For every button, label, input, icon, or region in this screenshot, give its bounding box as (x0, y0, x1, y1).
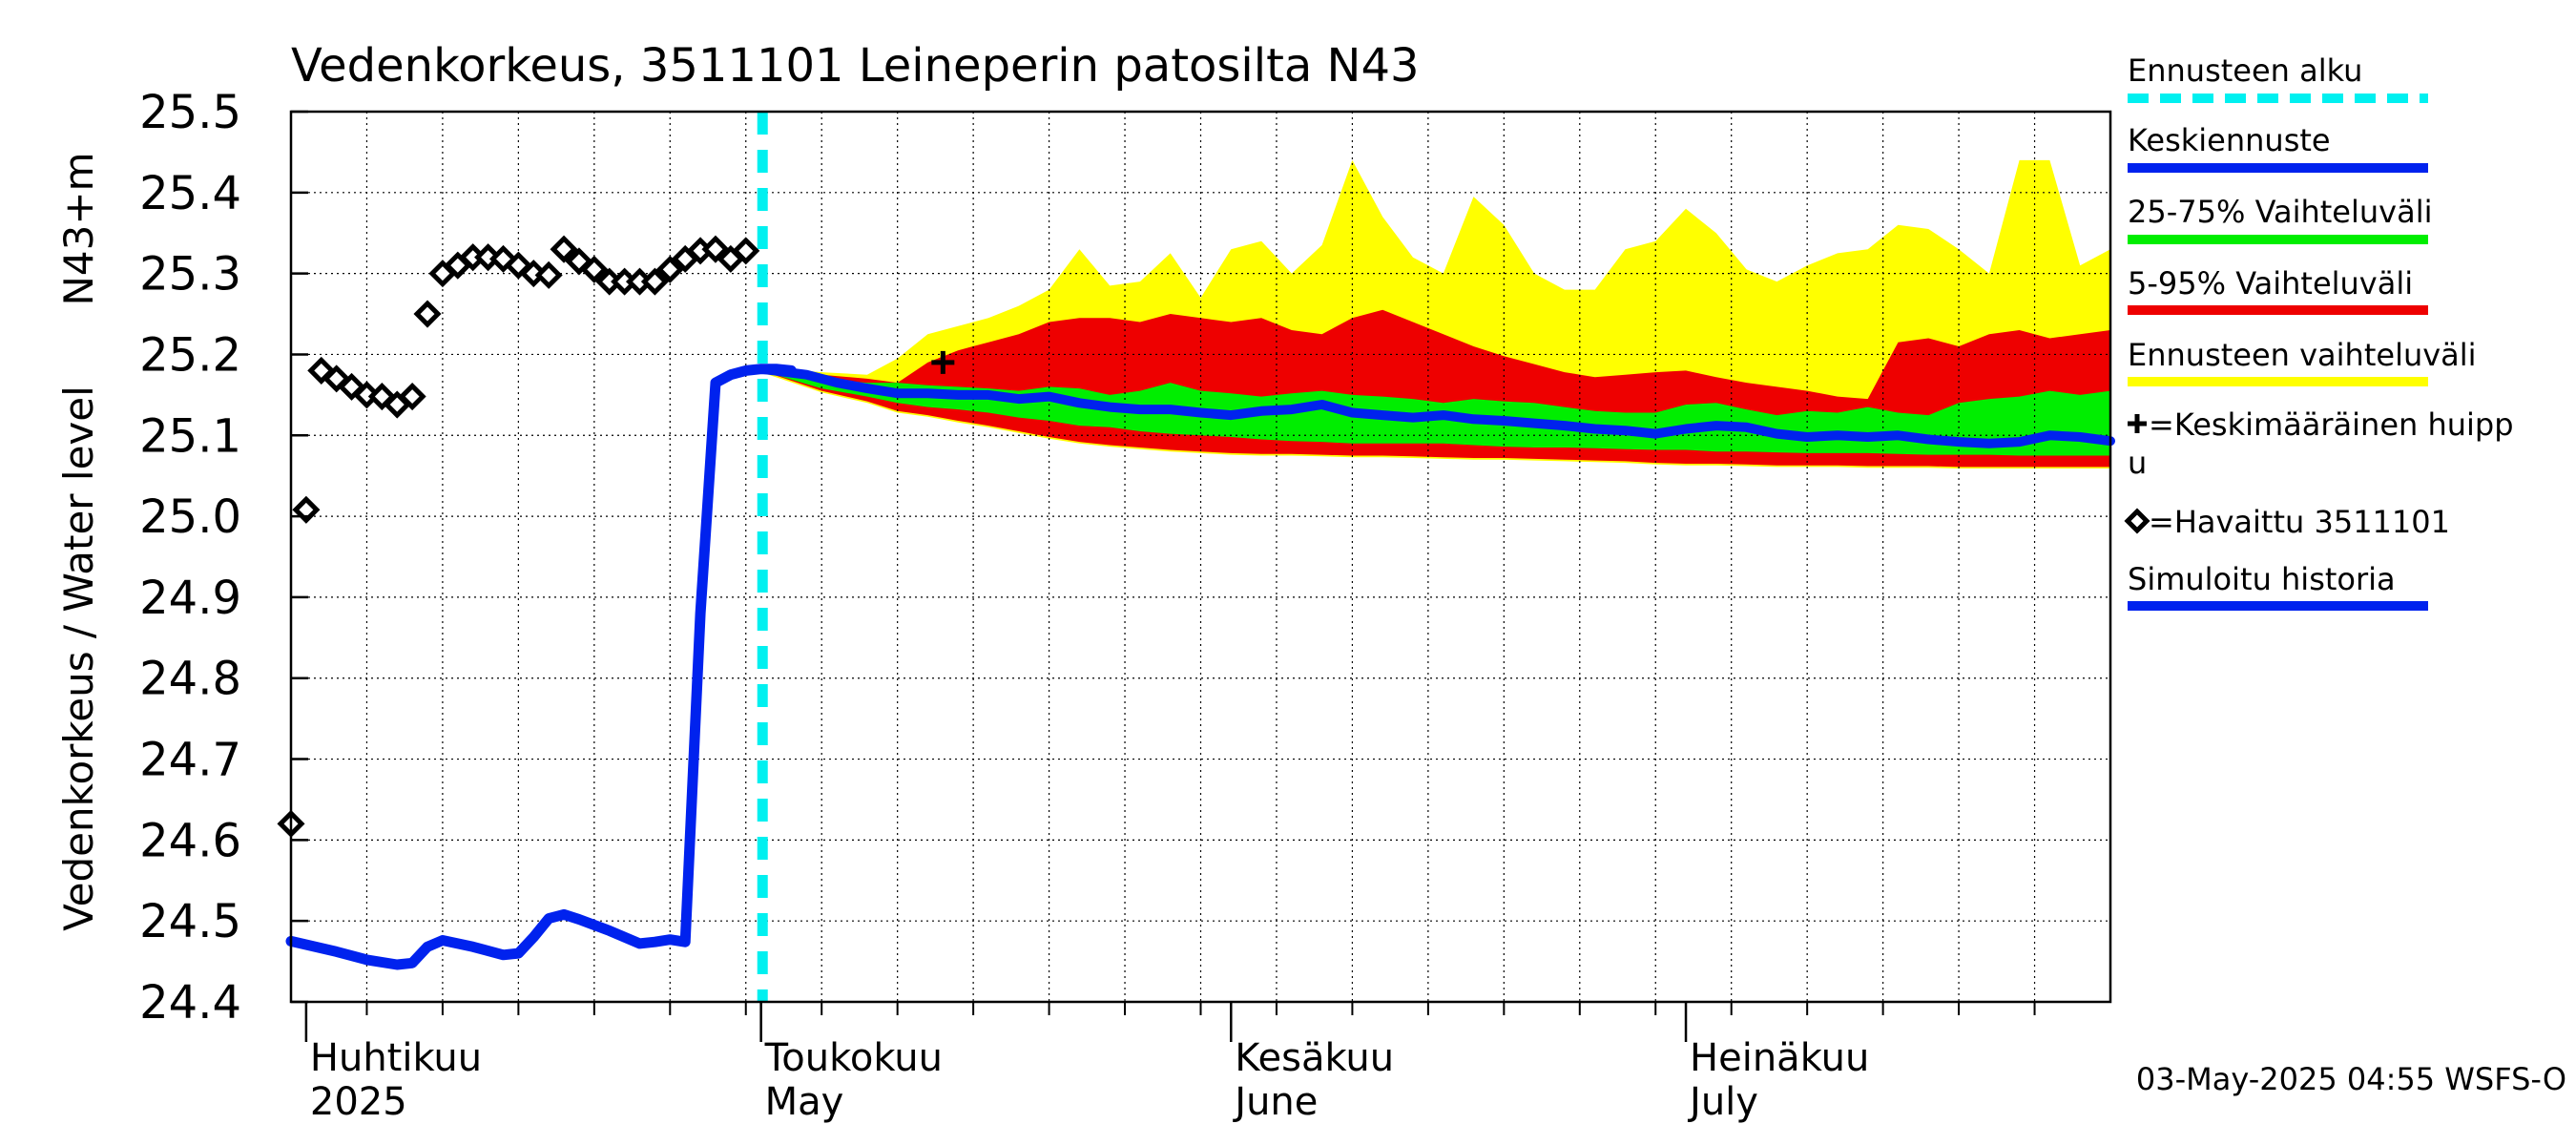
y-axis-label: Vedenkorkeus / Water level (55, 385, 102, 931)
chart-title: Vedenkorkeus, 3511101 Leineperin patosil… (291, 39, 1420, 93)
legend-label-peak: =Keskimääräinen huipp (2149, 406, 2514, 443)
y-axis-unit-label: N43+m (55, 153, 102, 306)
observed-point (534, 260, 563, 289)
legend: Ennusteen alku Keskiennuste 25-75% Vaihtel… (2124, 52, 2514, 611)
legend-label-peak-wrap: u (2128, 445, 2147, 481)
x-month-label: Huhtikuu (310, 1036, 482, 1080)
y-tick-label: 25.0 (139, 490, 241, 544)
y-tick-label: 24.7 (139, 734, 241, 787)
observed-point (732, 237, 760, 265)
observed-point (550, 235, 578, 263)
x-month-label-en: May (765, 1080, 844, 1124)
observed-point (701, 235, 730, 263)
x-month-label-en: July (1687, 1080, 1758, 1124)
y-tick-label: 25.1 (139, 409, 241, 463)
observed-point (580, 255, 609, 283)
y-tick-label: 24.9 (139, 572, 241, 625)
legend-label-mean: Keskiennuste (2128, 122, 2331, 158)
mean-forecast-line (756, 364, 2115, 448)
legend-label-p5_95: 5-95% Vaihteluväli (2128, 265, 2413, 302)
series-lines (285, 112, 2115, 1002)
simulated-history-line (285, 364, 797, 970)
axes: 24.4 24.5 24.6 24.7 24.8 24.9 25.0 25.1 25.2 25.3… (139, 86, 2112, 1124)
observed-point (640, 267, 669, 296)
mean-peak-marker (931, 350, 955, 374)
x-month-label: Toukokuu (764, 1036, 943, 1080)
legend-label-p25_75: 25-75% Vaihteluväli (2128, 194, 2432, 230)
y-tick-label: 24.4 (139, 976, 241, 1030)
y-tick-label: 24.5 (139, 895, 241, 948)
y-tick-label: 25.5 (139, 86, 241, 139)
legend-label-forecast_start: Ennusteen alku (2128, 52, 2362, 89)
y-tick-label: 24.8 (139, 653, 241, 706)
legend-label-history: Simuloitu historia (2128, 561, 2396, 597)
observed-point (292, 495, 321, 524)
observed-point (413, 300, 442, 328)
legend-label-observed: =Havaittu 3511101 (2149, 504, 2450, 540)
y-tick-label: 25.2 (139, 328, 241, 382)
legend-swatch-observed (2124, 508, 2150, 534)
y-tick-label: 24.6 (139, 814, 241, 867)
legend-swatch-peak (2128, 414, 2147, 433)
y-tick-label: 25.3 (139, 248, 241, 302)
x-month-label-en: June (1232, 1080, 1318, 1124)
x-month-label-en: 2025 (310, 1080, 407, 1124)
x-month-label: Kesäkuu (1235, 1036, 1394, 1080)
y-tick-label: 25.4 (139, 167, 241, 220)
x-month-label: Heinäkuu (1690, 1036, 1869, 1080)
observed-point (655, 255, 684, 283)
observed-point (398, 383, 426, 411)
legend-label-range: Ennusteen vaihteluväli (2128, 337, 2477, 373)
footer-timestamp: 03-May-2025 04:55 WSFS-O (2136, 1061, 2566, 1097)
